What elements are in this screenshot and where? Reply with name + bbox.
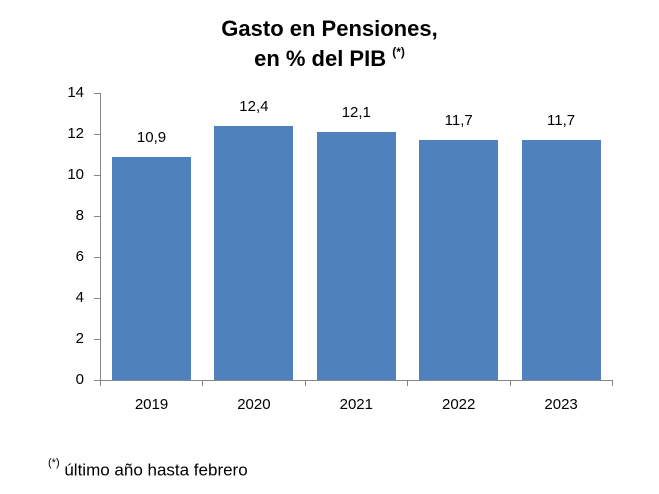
chart-title-text: Gasto en Pensiones, xyxy=(221,16,438,41)
value-label: 11,7 xyxy=(444,112,473,130)
y-tick xyxy=(94,257,100,258)
y-tick xyxy=(94,339,100,340)
title-footnote-marker: (*) xyxy=(392,44,405,59)
x-tick xyxy=(304,380,306,386)
y-tick-label: 0 xyxy=(75,371,84,388)
x-tick xyxy=(612,380,613,386)
x-tick xyxy=(509,380,511,386)
y-tick xyxy=(94,298,100,299)
y-tick-label: 2 xyxy=(75,330,84,347)
chart-title: Gasto en Pensiones, xyxy=(0,16,659,42)
y-tick-label: 8 xyxy=(75,207,84,224)
footnote: (*) último año hasta febrero xyxy=(48,457,248,481)
chart-subtitle: en % del PIB (*) xyxy=(0,44,659,72)
y-tick xyxy=(94,93,100,94)
x-tick xyxy=(407,380,409,386)
y-tick-label: 14 xyxy=(67,84,84,101)
bar-2023 xyxy=(521,140,601,380)
x-tick-label: 2021 xyxy=(339,396,373,413)
x-tick xyxy=(100,380,101,386)
value-label: 12,4 xyxy=(239,97,269,115)
x-axis xyxy=(94,380,612,381)
y-tick-label: 10 xyxy=(67,166,84,183)
chart-subtitle-text: en % del PIB xyxy=(254,46,387,71)
value-label: 10,9 xyxy=(136,128,167,146)
value-label: 12,1 xyxy=(341,103,371,121)
bar-2022 xyxy=(419,140,499,380)
y-tick xyxy=(94,380,100,381)
bar-2020 xyxy=(214,125,294,380)
x-tick xyxy=(202,380,204,386)
y-tick-label: 12 xyxy=(67,125,84,142)
x-tick-label: 2020 xyxy=(237,396,271,413)
y-tick xyxy=(94,216,100,217)
y-tick xyxy=(94,134,100,135)
y-tick-label: 6 xyxy=(75,248,84,265)
bar-2019 xyxy=(112,156,191,380)
footnote-text: último año hasta febrero xyxy=(64,460,248,480)
footnote-marker: (*) xyxy=(48,457,60,469)
y-axis xyxy=(100,93,101,381)
x-tick-label: 2023 xyxy=(544,396,578,413)
y-tick-label: 4 xyxy=(75,289,84,306)
x-tick-label: 2022 xyxy=(442,396,476,413)
y-tick xyxy=(94,175,100,176)
x-tick-label: 2019 xyxy=(134,396,169,413)
value-label: 11,7 xyxy=(547,112,576,130)
bar-2021 xyxy=(316,131,396,380)
